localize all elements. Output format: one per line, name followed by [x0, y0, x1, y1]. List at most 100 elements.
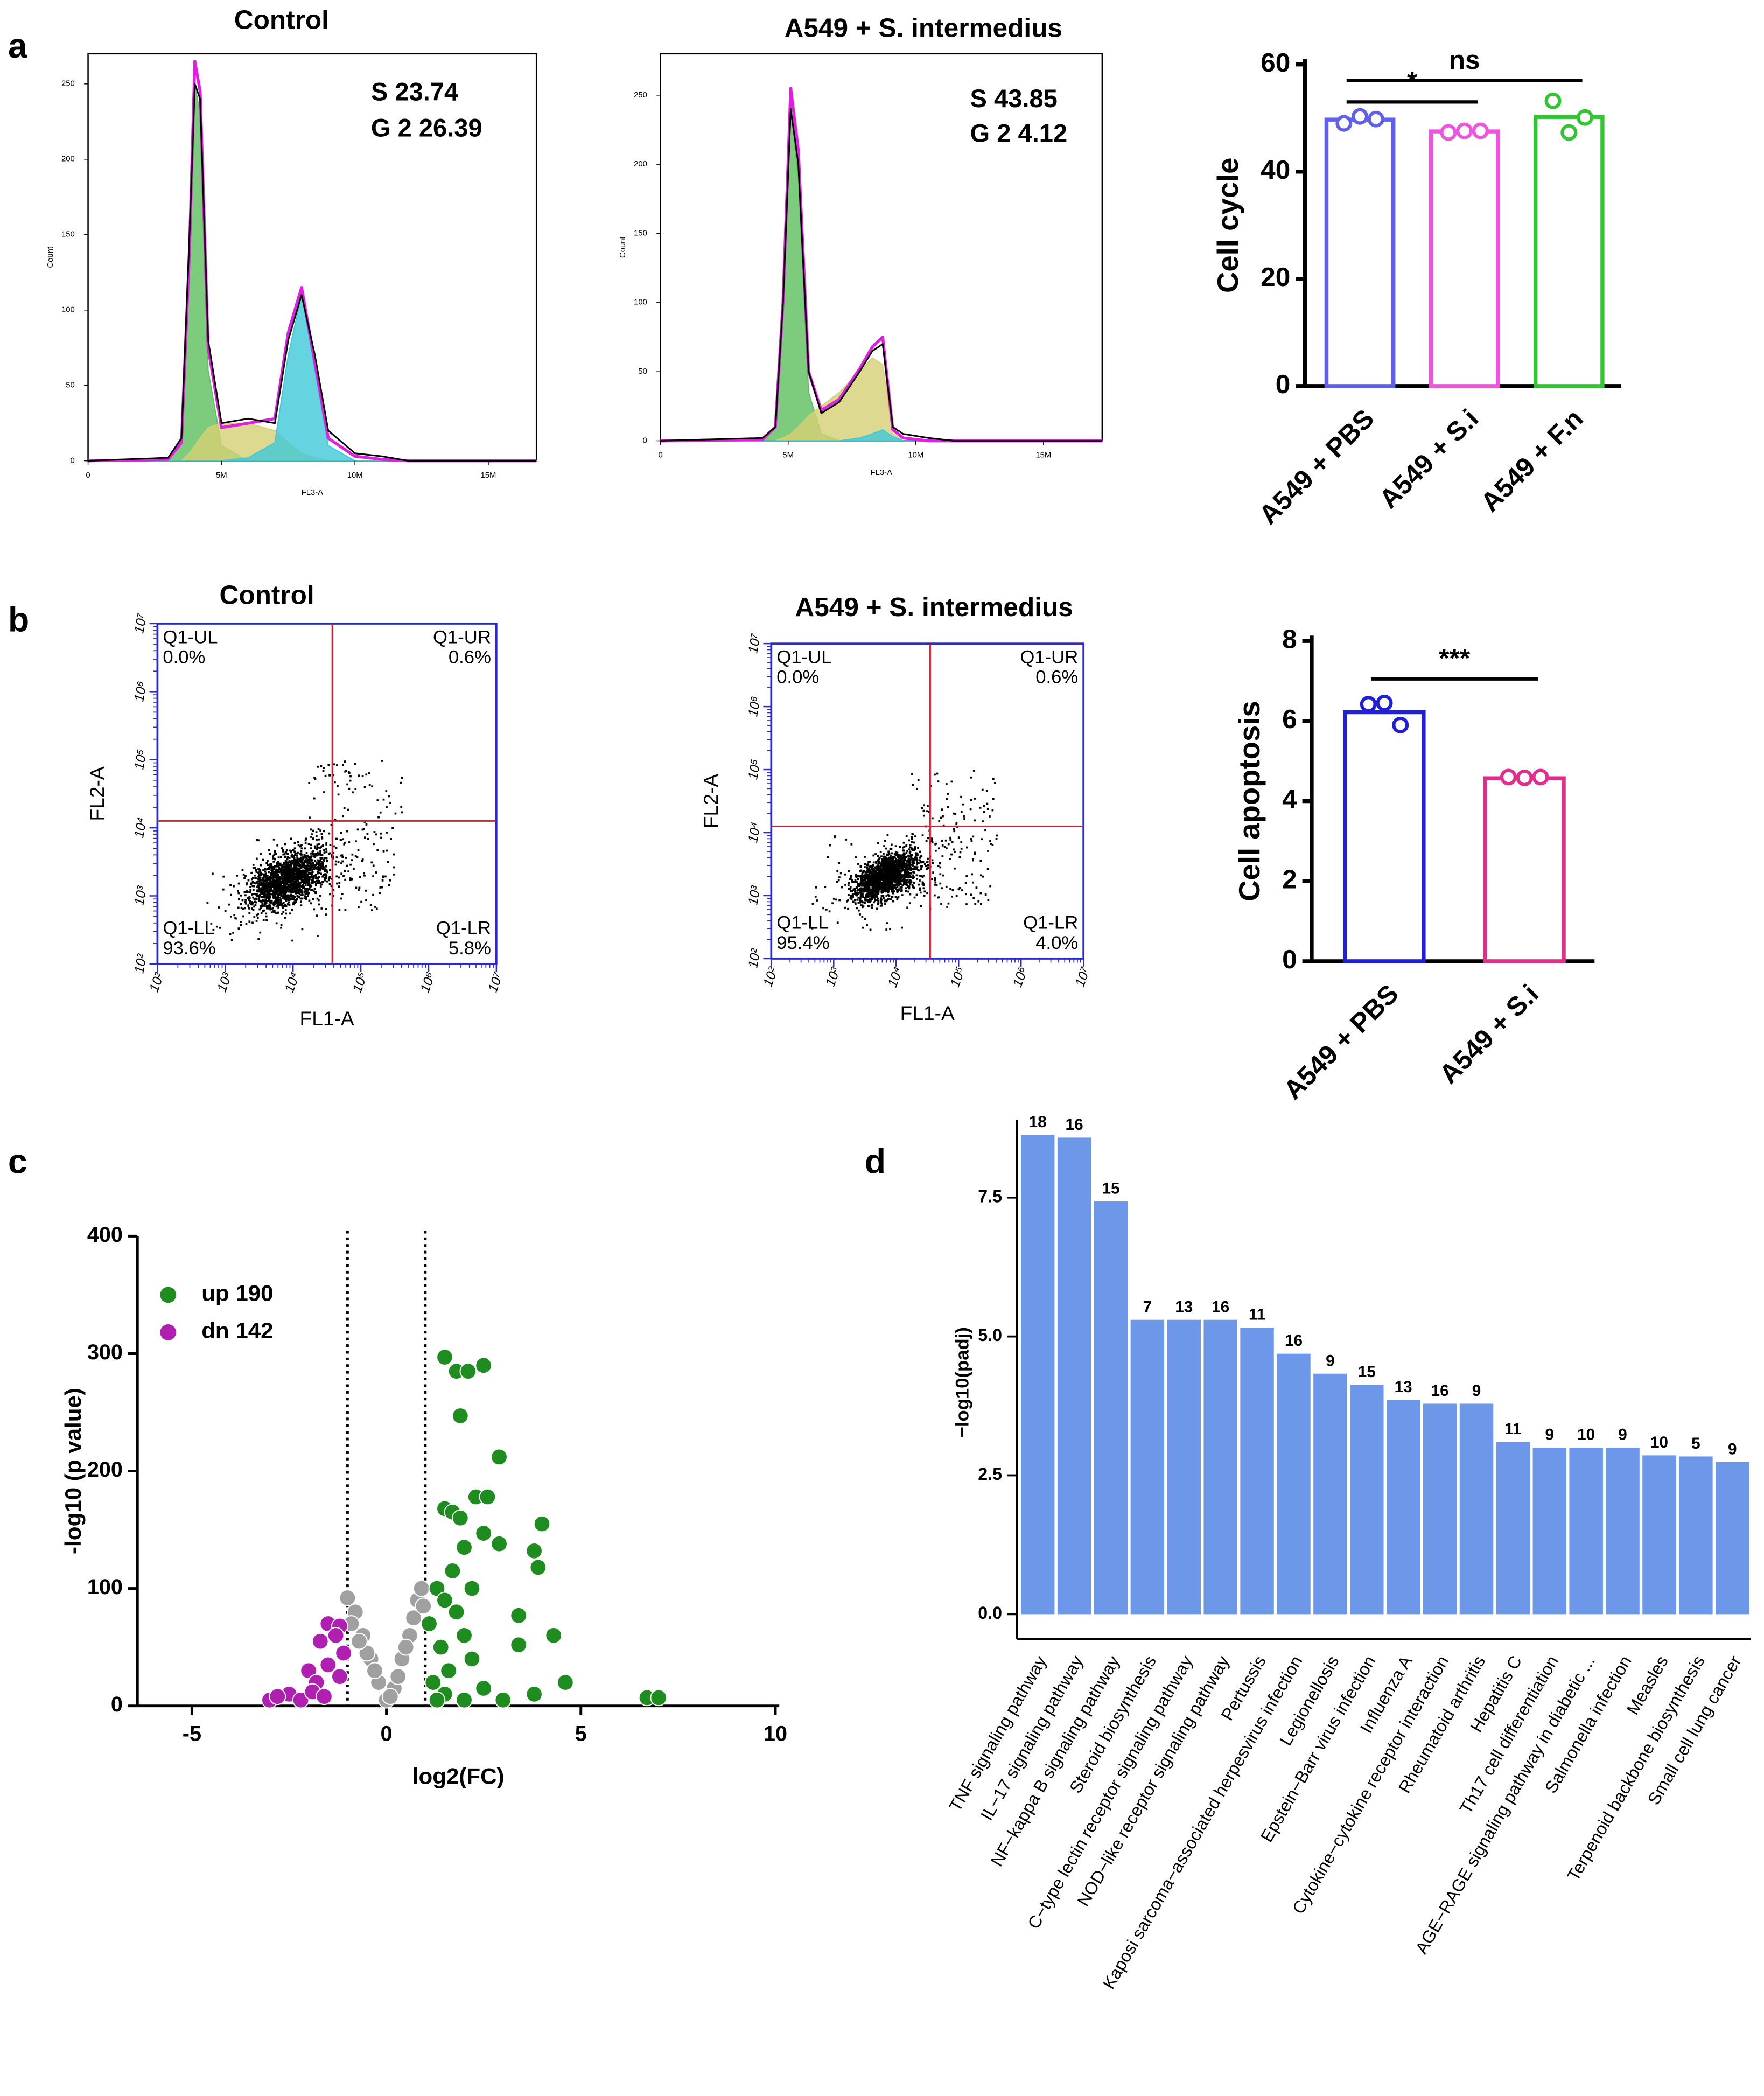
event-dot — [900, 854, 902, 857]
gene-point — [440, 1662, 458, 1680]
event-dot — [890, 873, 893, 875]
event-dot — [941, 855, 944, 857]
y-tick-label: 100 — [61, 306, 75, 315]
bar — [1020, 1135, 1055, 1615]
event-dot — [852, 894, 854, 897]
event-dot — [879, 905, 882, 907]
event-dot — [832, 897, 835, 900]
gene-point — [358, 1644, 376, 1662]
event-dot — [908, 864, 911, 867]
event-dot — [888, 885, 891, 888]
event-dot — [325, 874, 327, 876]
event-dot — [871, 898, 873, 900]
event-dot — [341, 856, 344, 858]
event-dot — [364, 836, 366, 839]
event-dot — [970, 776, 972, 779]
event-dot — [877, 893, 879, 895]
event-dot — [879, 883, 881, 886]
event-dot — [902, 846, 904, 849]
event-dot — [293, 858, 296, 861]
event-dot — [914, 835, 916, 838]
event-dot — [909, 876, 912, 878]
event-dot — [258, 886, 260, 889]
event-dot — [273, 901, 276, 904]
event-dot — [288, 860, 291, 862]
event-dot — [953, 830, 956, 833]
event-dot — [876, 892, 878, 895]
annotation: G 2 26.39 — [371, 114, 482, 142]
event-dot — [909, 861, 912, 863]
event-dot — [320, 765, 323, 767]
event-dot — [894, 854, 897, 856]
event-dot — [288, 901, 290, 904]
event-dot — [869, 882, 871, 885]
event-dot — [317, 882, 319, 884]
event-dot — [269, 895, 271, 898]
event-dot — [913, 858, 916, 861]
event-dot — [942, 815, 944, 818]
event-dot — [979, 892, 982, 895]
event-dot — [873, 885, 876, 888]
event-dot — [853, 888, 856, 890]
event-dot — [896, 898, 899, 901]
event-dot — [310, 902, 312, 905]
event-dot — [996, 834, 998, 837]
event-dot — [335, 847, 338, 849]
event-dot — [867, 882, 869, 885]
event-dot — [258, 887, 261, 890]
event-dot — [898, 884, 900, 886]
bar — [1094, 1201, 1128, 1615]
event-dot — [886, 867, 888, 869]
bar — [1483, 776, 1566, 963]
event-dot — [317, 828, 320, 830]
event-dot — [394, 812, 397, 815]
event-dot — [268, 898, 270, 900]
event-dot — [866, 864, 869, 867]
event-dot — [901, 926, 903, 929]
event-dot — [892, 888, 894, 891]
event-dot — [264, 870, 267, 873]
event-dot — [270, 900, 273, 903]
event-dot — [887, 868, 890, 870]
event-dot — [253, 905, 255, 908]
event-dot — [222, 875, 225, 878]
event-dot — [887, 889, 890, 892]
event-dot — [273, 854, 276, 856]
event-dot — [290, 872, 292, 875]
event-dot — [974, 851, 976, 854]
event-dot — [937, 780, 940, 782]
event-dot — [260, 900, 262, 903]
event-dot — [891, 888, 893, 890]
event-dot — [905, 863, 907, 866]
event-dot — [885, 847, 887, 850]
event-dot — [401, 777, 403, 779]
event-dot — [873, 901, 875, 904]
event-dot — [212, 872, 214, 875]
event-dot — [942, 824, 945, 827]
event-dot — [894, 869, 897, 872]
x-tick-label: 5M — [216, 471, 227, 480]
event-dot — [285, 896, 288, 899]
event-dot — [906, 876, 908, 878]
event-dot — [883, 864, 885, 867]
event-dot — [861, 875, 864, 877]
event-dot — [210, 922, 213, 925]
event-dot — [338, 885, 340, 888]
event-dot — [295, 878, 297, 880]
event-dot — [825, 909, 828, 911]
event-dot — [903, 883, 905, 885]
event-dot — [844, 906, 846, 909]
event-dot — [880, 901, 883, 904]
event-dot — [241, 899, 244, 902]
event-dot — [873, 875, 876, 877]
event-dot — [293, 857, 296, 860]
y-tick-label: 200 — [61, 155, 75, 164]
event-dot — [262, 910, 264, 913]
event-dot — [889, 876, 892, 879]
event-dot — [313, 845, 316, 848]
event-dot — [301, 865, 304, 868]
event-dot — [850, 890, 852, 892]
event-dot — [947, 843, 950, 846]
event-dot — [278, 887, 281, 890]
event-dot — [879, 866, 882, 869]
